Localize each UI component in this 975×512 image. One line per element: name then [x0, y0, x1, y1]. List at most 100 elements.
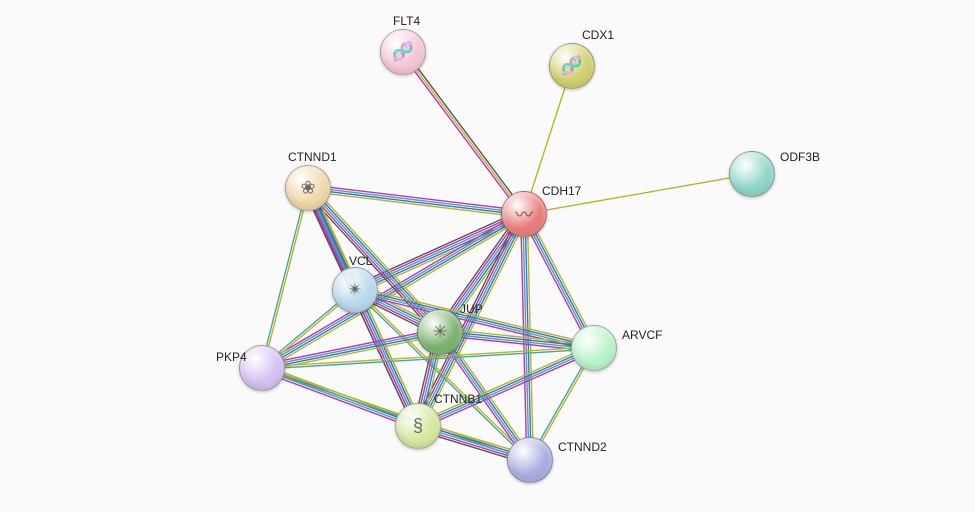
edge-VCL-CTNNB1	[360, 312, 405, 408]
node-arvcf[interactable]: ARVCF	[571, 325, 617, 371]
edge-VCL-PKP4	[278, 303, 337, 353]
node-glyph-icon: 🧬	[392, 42, 414, 63]
edge-CTNNB1-ARVCF	[437, 354, 573, 414]
edge-CDH17-FLT4	[418, 68, 513, 195]
node-cdh17[interactable]: 〰CDH17	[501, 191, 547, 237]
node-label: JUP	[460, 302, 483, 316]
edge-CTNND1-VCL	[320, 207, 349, 269]
edge-VCL-JUP	[373, 304, 419, 327]
edge-JUP-PKP4	[284, 337, 419, 364]
edge-CTNNB1-CTNND2	[440, 430, 510, 451]
node-circle[interactable]: §	[395, 403, 441, 449]
edge-CTNNB1-ARVCF	[439, 358, 575, 418]
edge-JUP-PKP4	[283, 335, 418, 362]
edge-VCL-CTNNB1	[362, 311, 407, 407]
edge-JUP-ARVCF	[462, 335, 572, 346]
edge-CDH17-ARVCF	[537, 232, 587, 327]
edge-CDH17-VCL	[373, 219, 502, 277]
node-ctnnd1[interactable]: ❀CTNND1	[285, 165, 331, 211]
edge-CDH17-FLT4	[414, 71, 509, 198]
node-glyph-icon: ✴	[347, 280, 362, 301]
edge-PKP4-CTNNB1	[282, 377, 397, 420]
node-odf3b[interactable]: ODF3B	[729, 151, 775, 197]
node-label: CTNNB1	[434, 392, 482, 406]
edge-VCL-JUP	[377, 296, 423, 319]
edge-CDH17-VCL	[374, 221, 503, 279]
edge-CTNNB1-CTNND2	[439, 432, 509, 453]
edge-CDH17-JUP	[449, 229, 507, 311]
node-pkp4[interactable]: PKP4	[239, 345, 285, 391]
edge-CDH17-PKP4	[280, 224, 504, 356]
edge-CTNND1-VCL	[316, 208, 345, 270]
edge-CTNNB1-CTNND2	[440, 428, 510, 449]
edge-CTNND1-PKP4	[266, 209, 301, 346]
node-circle[interactable]	[507, 437, 553, 483]
edge-VCL-JUP	[375, 300, 421, 323]
edge-VCL-ARVCF	[377, 292, 573, 340]
edge-CTNNB1-CTNND2	[438, 437, 508, 458]
edge-JUP-PKP4	[283, 333, 418, 360]
edge-VCL-ARVCF	[377, 294, 573, 342]
node-label: CTNND2	[558, 440, 607, 454]
edge-VCL-ARVCF	[376, 298, 572, 346]
edge-JUP-CTNND2	[454, 349, 519, 441]
edge-CDH17-CTNND1	[330, 190, 502, 211]
edge-JUP-ARVCF	[462, 331, 572, 342]
node-circle[interactable]: ❀	[285, 165, 331, 211]
node-glyph-icon: ✳	[432, 322, 447, 343]
edge-CDH17-ODF3B	[546, 178, 731, 210]
edge-CDH17-ARVCF	[533, 234, 583, 329]
node-label: CDX1	[582, 28, 614, 42]
edge-CDH17-PKP4	[279, 222, 503, 354]
node-glyph-icon: §	[413, 416, 423, 437]
node-circle[interactable]	[571, 325, 617, 371]
node-circle[interactable]: ✴	[332, 267, 378, 313]
node-label: ARVCF	[622, 328, 662, 342]
node-circle[interactable]	[729, 151, 775, 197]
edge-JUP-CTNNB1	[423, 353, 435, 404]
edge-CDH17-VCL	[376, 225, 505, 283]
edge-VCL-CTNNB1	[368, 308, 413, 404]
node-label: CDH17	[542, 184, 581, 198]
edge-CDH17-PKP4	[282, 226, 506, 358]
node-flt4[interactable]: 🧬FLT4	[380, 29, 426, 75]
node-circle[interactable]: 🧬	[549, 43, 595, 89]
edge-JUP-CTNNB1	[427, 354, 439, 405]
edge-VCL-JUP	[376, 298, 422, 321]
node-circle[interactable]: 🧬	[380, 29, 426, 75]
edge-CDH17-ARVCF	[531, 235, 581, 330]
edge-CDH17-JUP	[451, 231, 509, 313]
edge-CDH17-ARVCF	[535, 233, 585, 328]
edge-CDH17-CTNND1	[330, 187, 502, 208]
node-glyph-icon: ❀	[300, 178, 315, 199]
edge-JUP-CTNND2	[452, 351, 517, 443]
edge-CTNND1-VCL	[314, 209, 343, 271]
node-circle[interactable]: 〰	[501, 191, 547, 237]
edge-CDH17-CTNND1	[330, 192, 502, 213]
node-ctnnd2[interactable]: CTNND2	[507, 437, 553, 483]
edge-PKP4-CTNNB1	[281, 379, 396, 422]
node-label: CTNND1	[288, 150, 337, 164]
edge-JUP-ARVCF	[462, 333, 572, 344]
network-canvas: 🧬FLT4🧬CDX1ODF3B❀CTNND1〰CDH17✴VCL✳JUPARVC…	[0, 0, 975, 512]
edge-CTNND1-VCL	[318, 208, 347, 270]
node-ctnnb1[interactable]: §CTNNB1	[395, 403, 441, 449]
edge-JUP-CTNND2	[455, 348, 520, 440]
edge-PKP4-CTNNB1	[283, 375, 398, 418]
node-jup[interactable]: ✳JUP	[417, 309, 463, 355]
node-label: ODF3B	[780, 150, 820, 164]
edges-layer	[0, 0, 975, 512]
edge-CTNNB1-ARVCF	[439, 360, 575, 420]
edge-ARVCF-CTNND2	[540, 367, 582, 441]
edge-VCL-JUP	[374, 302, 420, 325]
edge-CDH17-CTNND2	[526, 236, 531, 438]
edge-CDH17-JUP	[456, 234, 514, 316]
edge-CDH17-CTNND1	[329, 194, 501, 215]
edge-CDH17-CTNND2	[523, 236, 528, 438]
edge-ARVCF-CTNND2	[542, 368, 584, 442]
edge-JUP-PKP4	[284, 340, 419, 367]
node-circle[interactable]	[239, 345, 285, 391]
node-vcl[interactable]: ✴VCL	[332, 267, 378, 313]
node-cdx1[interactable]: 🧬CDX1	[549, 43, 595, 89]
node-circle[interactable]: ✳	[417, 309, 463, 355]
